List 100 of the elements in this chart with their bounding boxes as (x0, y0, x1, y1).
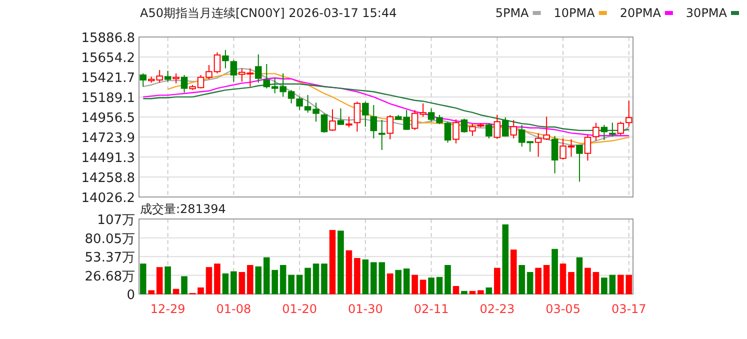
candlestick (551, 135, 558, 174)
candlestick (592, 122, 600, 142)
candlestick (386, 114, 394, 140)
y-tick-label: 15189.1 (81, 91, 135, 106)
bar (543, 265, 550, 294)
bar (444, 265, 451, 294)
bar (312, 264, 320, 294)
candlestick (255, 54, 262, 84)
candlestick (494, 114, 501, 140)
candlestick (510, 119, 517, 139)
candlestick (576, 144, 583, 182)
y-tick-label: 0 (126, 288, 135, 303)
legend-label: 20PMA (620, 6, 662, 20)
candlestick (140, 72, 146, 88)
x-tick-label: 02-11 (414, 302, 449, 316)
y-tick-label: 53.37万 (84, 250, 135, 266)
bar (354, 258, 360, 294)
bar (181, 276, 188, 294)
candlestick (460, 118, 468, 134)
bar (526, 272, 534, 294)
y-tick-label: 15421.7 (81, 70, 135, 86)
candlestick (617, 121, 624, 136)
bar (494, 268, 500, 294)
candlestick (354, 101, 361, 132)
bar (255, 266, 262, 294)
x-tick-label: 01-08 (216, 302, 252, 316)
candlestick (502, 116, 509, 138)
chart-title: A50期指当月连续[CN00Y] 2026-03-17 15:44 (140, 6, 397, 20)
candlestick (180, 74, 188, 94)
bar (222, 273, 229, 294)
x-tick-label: 12-29 (150, 302, 186, 316)
bar (140, 264, 146, 294)
x-tick-label: 02-23 (480, 302, 515, 316)
x-tick-label: 03-05 (546, 302, 580, 316)
candlestick (222, 49, 229, 69)
bar (329, 230, 336, 294)
candlestick (346, 116, 352, 128)
bar (403, 268, 410, 294)
candlestick (626, 100, 632, 128)
bar (568, 272, 574, 294)
bar (230, 271, 237, 294)
x-tick-label: 01-20 (282, 302, 317, 316)
candlestick (584, 134, 592, 162)
y-tick-label: 14026.2 (81, 191, 135, 206)
bar (510, 250, 517, 294)
candlestick (164, 70, 172, 82)
bar (206, 267, 212, 294)
y-tick-label: 26.68万 (84, 269, 135, 284)
y-tick-label: 107万 (97, 213, 135, 228)
bar (148, 290, 154, 294)
bar (156, 267, 163, 294)
bar (362, 259, 369, 294)
bar (395, 270, 402, 294)
bar (478, 290, 484, 294)
bar (576, 257, 583, 294)
candlestick (486, 122, 492, 139)
bar (502, 224, 509, 294)
bar (560, 264, 566, 294)
bar (172, 288, 180, 294)
bar (338, 230, 344, 294)
bar (386, 273, 394, 294)
bar (214, 264, 220, 294)
chart-title: 成交量:281394 (140, 202, 226, 216)
bar (164, 266, 171, 294)
candlestick (600, 124, 608, 141)
y-tick-label: 15654.2 (81, 51, 135, 66)
bar (535, 268, 542, 294)
legend-label: 30PMA (686, 6, 728, 20)
candlestick (452, 118, 460, 144)
bar (346, 250, 352, 294)
legend-label: 10PMA (554, 6, 596, 20)
bar (321, 264, 328, 294)
bar (428, 278, 434, 294)
bar (552, 248, 558, 294)
candlestick (362, 101, 369, 128)
bar (198, 287, 204, 294)
y-tick-label: 14723.9 (81, 131, 135, 146)
bar (436, 276, 443, 294)
y-tick-label: 14956.5 (81, 111, 135, 126)
bar (469, 290, 476, 294)
bar (486, 287, 492, 294)
bar (420, 280, 426, 294)
candlestick (609, 122, 616, 138)
y-tick-label: 15886.8 (81, 31, 135, 46)
candlestick (329, 108, 336, 132)
bar (247, 265, 254, 294)
candlestick (370, 104, 378, 139)
candlestick (230, 60, 238, 82)
bar (461, 290, 468, 294)
candlestick (337, 108, 344, 126)
candlestick (444, 121, 452, 144)
bar (518, 265, 525, 294)
y-tick-label: 14258.8 (81, 171, 135, 186)
x-tick-label: 01-30 (348, 302, 383, 316)
candlestick (378, 119, 386, 150)
bar (412, 274, 418, 294)
candlestick (320, 112, 328, 134)
bar (452, 286, 460, 294)
candlestick (172, 72, 180, 84)
x-tick-label: 03-17 (611, 302, 646, 316)
